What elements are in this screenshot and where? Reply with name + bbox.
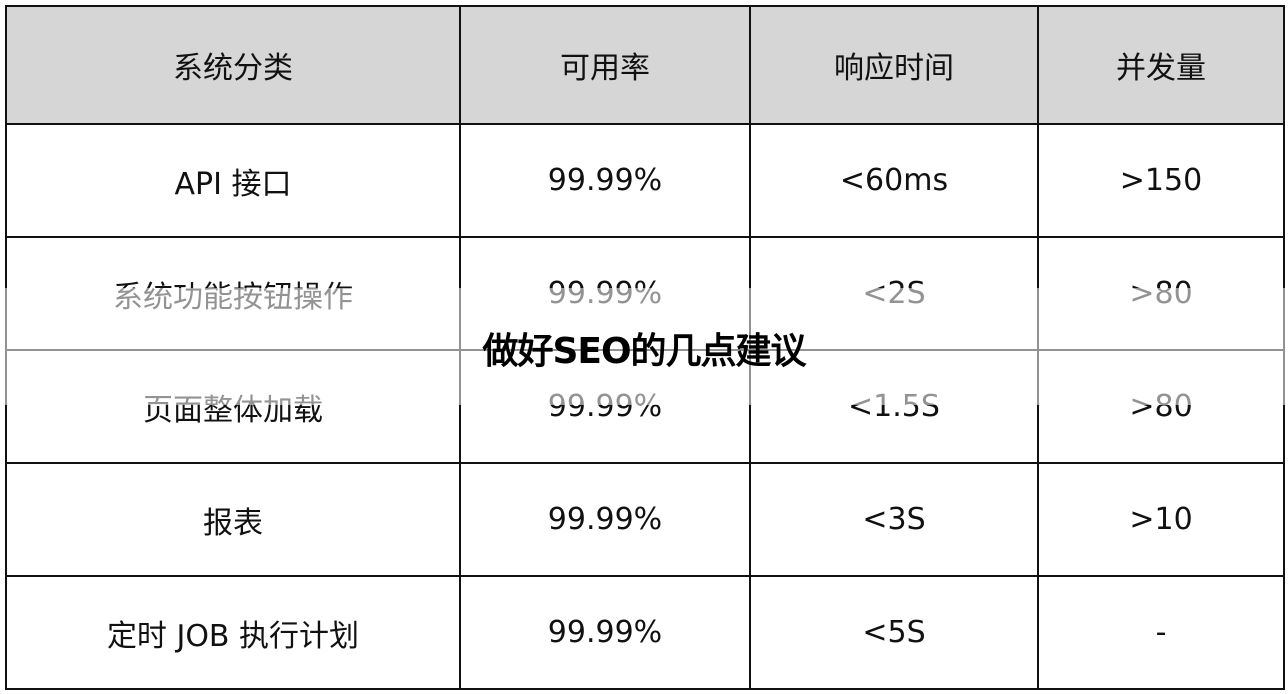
cell-availability: 99.99% <box>459 575 751 690</box>
overlay-band <box>0 288 1288 405</box>
table-row: 定时 JOB 执行计划 99.99% <5S - <box>5 575 1285 690</box>
header-response-time: 响应时间 <box>749 5 1039 125</box>
cell-response-time: <60ms <box>749 123 1039 238</box>
cell-category: 定时 JOB 执行计划 <box>5 575 461 690</box>
header-concurrency: 并发量 <box>1037 5 1285 125</box>
cell-concurrency: - <box>1037 575 1285 690</box>
cell-response-time: <5S <box>749 575 1039 690</box>
cell-category: API 接口 <box>5 123 461 238</box>
overlay-title: 做好SEO的几点建议 <box>482 331 806 372</box>
cell-category: 报表 <box>5 462 461 577</box>
cell-response-time: <3S <box>749 462 1039 577</box>
table-row: 报表 99.99% <3S >10 <box>5 462 1285 577</box>
cell-availability: 99.99% <box>459 462 751 577</box>
cell-availability: 99.99% <box>459 123 751 238</box>
header-row: 系统分类 可用率 响应时间 并发量 <box>5 5 1285 125</box>
cell-concurrency: >150 <box>1037 123 1285 238</box>
table-row: API 接口 99.99% <60ms >150 <box>5 123 1285 238</box>
cell-concurrency: >10 <box>1037 462 1285 577</box>
header-category: 系统分类 <box>5 5 461 125</box>
header-availability: 可用率 <box>459 5 751 125</box>
